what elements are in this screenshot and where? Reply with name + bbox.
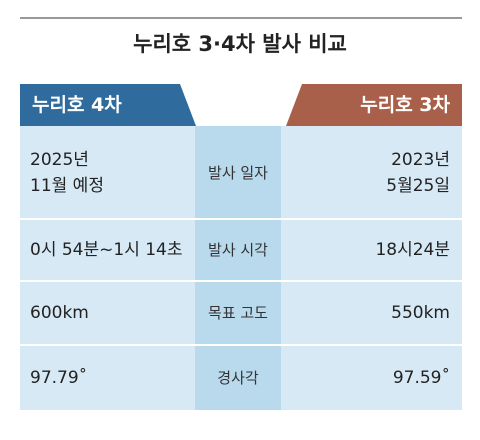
left-cell: 600km: [30, 281, 200, 345]
row-label: 경사각: [217, 368, 259, 387]
right-text: 550km: [391, 303, 450, 323]
top-rule: [20, 17, 462, 19]
right-cell: 2023년 5월25일: [285, 126, 450, 219]
middle-column: [195, 126, 281, 410]
right-cell: 550km: [285, 281, 450, 345]
left-tab: [20, 84, 196, 126]
right-text: 18시24분: [375, 240, 450, 260]
row-label: 목표 고도: [208, 304, 268, 322]
right-cell: 97.59˚: [285, 345, 450, 410]
left-cell: 0시 54분~1시 14초: [30, 219, 200, 281]
row-label: 발사 일자: [208, 163, 268, 182]
right-cell: 18시24분: [285, 219, 450, 281]
title: 누리호 3·4차 발사 비교: [133, 32, 347, 56]
row-label: 발사 시각: [208, 241, 268, 259]
header-tabs: [20, 84, 462, 126]
left-cell: 97.79˚: [30, 345, 200, 410]
row-divider: [20, 280, 462, 282]
left-text: 11월 예정: [30, 175, 104, 196]
right-text: 97.59˚: [392, 367, 450, 388]
left-header: 누리호 4차: [32, 94, 122, 116]
right-tab: [286, 84, 462, 126]
left-text: 97.79˚: [30, 367, 88, 388]
right-header: 누리호 3차: [360, 94, 450, 116]
right-text: 2023년: [391, 149, 450, 170]
left-cell: 2025년 11월 예정: [30, 126, 200, 219]
left-text: 2025년: [30, 149, 89, 170]
row-divider: [20, 344, 462, 346]
right-text: 5월25일: [386, 175, 450, 196]
left-text: 0시 54분~1시 14초: [30, 240, 183, 260]
left-text: 600km: [30, 303, 89, 323]
row-divider: [20, 218, 462, 220]
